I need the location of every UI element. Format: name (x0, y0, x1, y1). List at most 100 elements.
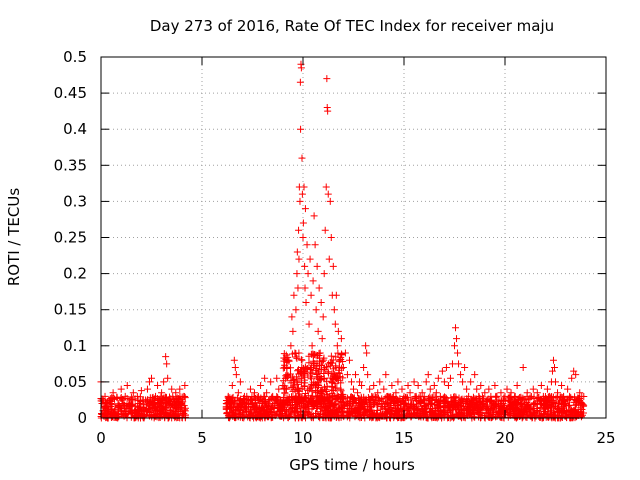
data-point (337, 398, 345, 406)
x-tick-label: 20 (495, 429, 514, 447)
data-point (360, 405, 368, 413)
data-point (227, 398, 235, 406)
data-point (293, 270, 301, 278)
data-point (364, 371, 372, 379)
data-point (150, 400, 158, 408)
data-point (133, 392, 141, 400)
data-point (363, 397, 371, 405)
data-point (172, 404, 180, 412)
x-tick-label: 15 (394, 429, 413, 447)
data-point (158, 389, 166, 397)
data-point (398, 385, 406, 393)
data-point (333, 384, 341, 392)
data-point (489, 400, 497, 408)
data-point (249, 400, 256, 408)
data-point (545, 392, 553, 400)
data-point (580, 402, 588, 410)
data-point (521, 396, 529, 404)
data-point (305, 320, 313, 328)
data-point (507, 389, 515, 397)
data-point (139, 403, 147, 411)
data-point (300, 367, 308, 375)
data-point (513, 382, 521, 390)
data-point (322, 183, 330, 191)
data-point (326, 399, 334, 407)
data-point (324, 107, 332, 115)
data-point (281, 389, 289, 397)
data-point (454, 349, 462, 357)
data-point (568, 374, 576, 382)
data-point (504, 413, 512, 421)
data-point (434, 374, 442, 382)
data-point (289, 327, 297, 335)
data-point (105, 396, 113, 404)
data-point (313, 392, 321, 400)
data-point (358, 400, 366, 408)
data-point (113, 394, 121, 402)
data-point (156, 410, 164, 418)
data-point (508, 401, 516, 409)
data-point (436, 411, 444, 419)
data-point (483, 396, 491, 404)
data-point (416, 400, 424, 408)
data-point (550, 363, 558, 371)
data-point (259, 400, 267, 408)
data-point (117, 385, 125, 393)
data-point (497, 389, 505, 397)
data-point (297, 64, 305, 72)
data-point (152, 392, 160, 400)
data-point (444, 382, 452, 390)
data-point (170, 396, 178, 404)
data-point (566, 392, 574, 400)
data-point (487, 392, 495, 400)
data-point (256, 410, 264, 418)
data-point (325, 396, 333, 404)
data-point (497, 407, 505, 415)
data-point (352, 398, 360, 406)
y-tick-label: 0 (77, 409, 87, 427)
data-point (551, 403, 559, 411)
data-point (310, 212, 318, 220)
data-point (557, 413, 565, 421)
data-point (438, 367, 446, 375)
data-point (261, 374, 269, 382)
data-point (244, 396, 252, 404)
data-point (295, 255, 303, 263)
data-point (335, 356, 343, 364)
data-point (382, 371, 390, 379)
data-point (279, 403, 287, 411)
data-point (285, 356, 293, 364)
data-point (463, 385, 471, 393)
data-point (464, 397, 472, 405)
data-point (246, 385, 254, 393)
data-point (400, 392, 408, 400)
data-point (320, 270, 328, 278)
data-point (146, 402, 154, 410)
data-point (369, 413, 377, 421)
data-point (313, 359, 321, 367)
data-point (110, 407, 118, 415)
data-point (358, 382, 366, 390)
data-point (303, 241, 311, 249)
data-point (231, 363, 239, 371)
data-point (421, 402, 429, 410)
data-point (556, 396, 564, 404)
data-point (246, 413, 254, 421)
data-point (321, 226, 329, 234)
data-point (537, 382, 545, 390)
data-point (98, 400, 106, 408)
data-point (300, 397, 308, 405)
data-point (525, 403, 533, 411)
data-point (320, 364, 328, 372)
data-point (226, 400, 234, 408)
data-point (541, 400, 549, 408)
data-point (111, 405, 119, 413)
data-point (426, 408, 434, 416)
data-point (297, 125, 305, 133)
data-point (319, 356, 327, 364)
data-point (543, 385, 551, 393)
data-point (321, 407, 329, 414)
data-point (317, 298, 325, 306)
data-point (412, 401, 420, 409)
